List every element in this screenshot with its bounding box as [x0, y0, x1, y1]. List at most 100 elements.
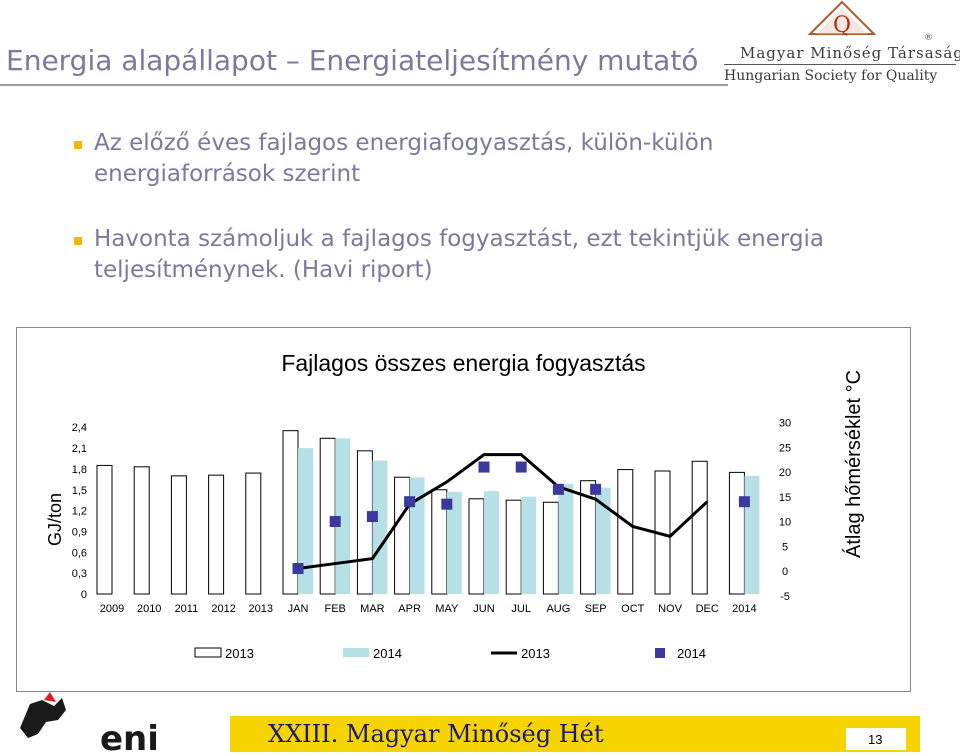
x-tick-label: MAY [435, 603, 459, 615]
bar-2014 [335, 438, 351, 594]
bar-2013 [356, 450, 373, 595]
legend-label: 2013 [521, 646, 550, 661]
marker-2014-temperature [590, 483, 602, 495]
legend-label: 2013 [225, 646, 254, 661]
bar-2014 [744, 475, 760, 594]
legend-label: 2014 [677, 646, 706, 661]
x-tick-label: MAR [360, 603, 385, 615]
bar-2013 [245, 472, 262, 595]
y2-tick-label: 30 [779, 418, 791, 430]
y2-axis-label: Átlag hőmérséklet °C [843, 369, 865, 558]
bar-2013 [170, 475, 187, 595]
y2-tick-label: 15 [779, 492, 791, 504]
chart-container: Fajlagos összes energia fogyasztás 0 0,3 0… [16, 327, 911, 692]
mmt-logo: Q ® Magyar Minőség Társaság Hungarian So… [720, 0, 960, 92]
logo-roof-icon: Q ® [807, 0, 933, 43]
x-tick-label: 2014 [732, 603, 756, 615]
marker-2014-temperature [738, 496, 750, 508]
bullet-text: Az előző éves fajlagos energiafogyasztás… [94, 130, 714, 187]
y2-tick-label: 5 [782, 541, 788, 553]
marker-2014-temperature [329, 516, 341, 527]
bar-2013 [691, 460, 708, 595]
bar-2014 [521, 496, 537, 594]
bullet-item: Az előző éves fajlagos energiafogyasztás… [74, 128, 874, 190]
y-tick-label: 0 [81, 589, 87, 601]
x-tick-label: AUG [546, 603, 570, 615]
chart-plot: 0 0,3 0,6 0,9 1,2 1,5 1,8 2,1 2,4 -5 0 5 10 15 20 25 30 2… [72, 418, 791, 662]
y-tick-label: 0,6 [72, 547, 87, 559]
marker-2014-temperature [552, 483, 564, 495]
y2-tick-label: 25 [779, 442, 791, 454]
bar-2013 [617, 469, 634, 595]
x-tick-label: SEP [585, 603, 607, 615]
eni-dog-icon: eni [20, 692, 159, 756]
legend-swatch-2014-marker [655, 648, 665, 658]
chart-title: Fajlagos összes energia fogyasztás [281, 350, 646, 376]
bar-2014 [409, 477, 425, 594]
logo-line2: Hungarian Society for Quality [724, 68, 938, 84]
footer: XXIII. Magyar Minőség Hét 13 [0, 708, 960, 752]
eni-logo: eni [0, 690, 200, 756]
marker-2014-temperature [292, 563, 304, 575]
footer-text: XXIII. Magyar Minőség Hét [268, 720, 604, 748]
bullet-marker-icon [74, 237, 82, 245]
x-tick-label: 2012 [211, 603, 235, 615]
line-2013-temperature [297, 453, 709, 571]
y2-tick-label: 0 [782, 566, 788, 578]
x-tick-label: 2011 [175, 603, 199, 615]
bar-2013 [96, 464, 113, 595]
bar-2013 [468, 498, 485, 595]
logo-mark: Q [833, 13, 851, 38]
slide-title: Energia alapállapot – Energiateljesítmén… [6, 44, 699, 77]
x-tick-label: 2013 [249, 603, 273, 615]
bar-2013 [208, 474, 225, 595]
x-tick-label: APR [398, 603, 421, 615]
y-axis-label: GJ/ton [45, 492, 65, 546]
footer-band [230, 716, 920, 752]
bar-2013 [133, 466, 150, 595]
x-tick-label: 2010 [137, 603, 161, 615]
y-tick-label: 1,8 [72, 464, 87, 476]
marker-2014-temperature [478, 461, 490, 473]
marker-2014-temperature [404, 496, 416, 508]
marker-2014-temperature [515, 461, 527, 473]
bar-2014 [298, 448, 313, 594]
y-tick-label: 0,3 [72, 568, 87, 580]
marker-2014-temperature [366, 511, 378, 523]
legend-label: 2014 [373, 646, 402, 661]
y-tick-label: 2,4 [72, 422, 87, 434]
bar-2013 [728, 471, 745, 595]
bar-2013 [394, 476, 411, 595]
bar-2014 [372, 460, 388, 594]
marker-2014-temperature [441, 498, 453, 510]
x-tick-label: NOV [658, 603, 683, 615]
y-tick-label: 2,1 [72, 443, 87, 455]
x-tick-label: FEB [324, 603, 345, 615]
y-tick-label: 1,5 [72, 485, 87, 497]
bullet-marker-icon [74, 141, 82, 149]
bar-2014 [595, 487, 611, 594]
x-tick-label: DEC [696, 603, 719, 615]
bar-2014 [484, 491, 499, 594]
bar-2014 [446, 491, 462, 594]
y-tick-label: 1,2 [72, 506, 87, 518]
bar-2013 [542, 501, 559, 595]
legend-swatch-2014-bar [343, 648, 369, 657]
x-tick-label: 2009 [100, 603, 124, 615]
page-number: 13 [868, 732, 883, 747]
x-tick-label: OCT [621, 603, 645, 615]
y2-tick-label: -5 [780, 591, 790, 603]
legend-swatch-2013-bar [194, 647, 222, 658]
bullet-list: Az előző éves fajlagos energiafogyasztás… [74, 128, 874, 320]
registered-mark: ® [924, 33, 933, 43]
bar-2013 [505, 499, 522, 595]
bar-2014 [558, 484, 574, 594]
y2-tick-label: 10 [779, 517, 791, 529]
logo-line1: Magyar Minőség Társaság [740, 44, 960, 62]
bullet-text: Havonta számoljuk a fajlagos fogyasztást… [94, 226, 825, 283]
bullet-item: Havonta számoljuk a fajlagos fogyasztást… [74, 224, 874, 286]
x-tick-label: JUL [511, 603, 531, 615]
x-tick-label: JAN [288, 603, 309, 615]
logo-divider [724, 64, 956, 65]
eni-wordmark: eni [100, 719, 159, 752]
